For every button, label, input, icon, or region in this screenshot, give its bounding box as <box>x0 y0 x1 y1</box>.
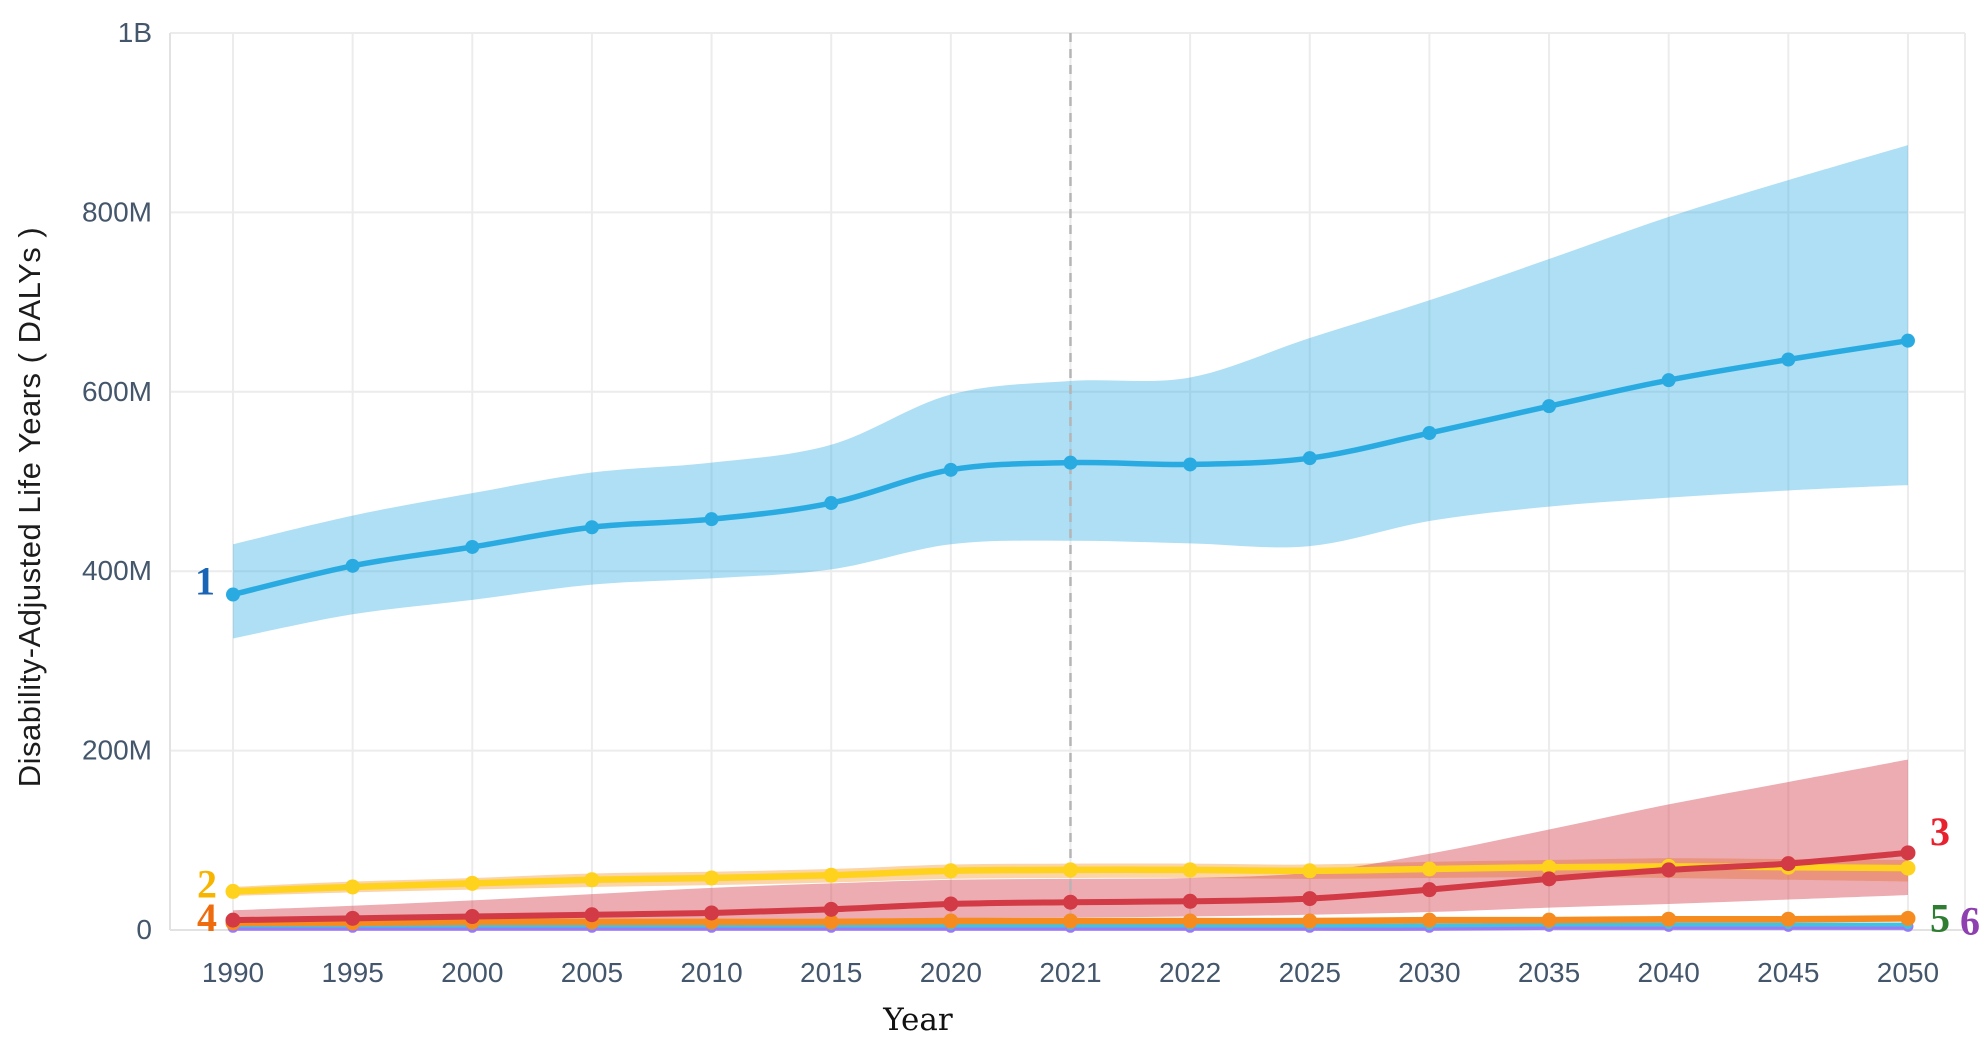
series-2-point <box>1900 860 1916 876</box>
series-3-point <box>704 905 720 921</box>
series-2-point <box>1421 861 1437 877</box>
series-2-point <box>1062 862 1078 878</box>
y-tick-label: 800M <box>82 196 152 227</box>
series-1-points <box>226 333 1915 602</box>
series-4-point <box>1780 911 1796 927</box>
x-tick-label: 2040 <box>1638 957 1700 988</box>
series-2-point <box>464 875 480 891</box>
series-2-point <box>943 863 959 879</box>
x-tick-label: 2050 <box>1877 957 1939 988</box>
x-tick-label: 1995 <box>321 957 383 988</box>
series-3-point <box>1541 871 1557 887</box>
x-axis-title: Year <box>883 1002 953 1038</box>
x-tick-label: 2021 <box>1039 957 1101 988</box>
series-4-point <box>1182 913 1198 929</box>
x-tick-label: 2022 <box>1159 957 1221 988</box>
series-1-point <box>704 512 719 527</box>
series-4-point <box>823 914 839 930</box>
series-1-point <box>1900 333 1915 348</box>
series-1-point <box>1781 352 1796 367</box>
series-2-points <box>225 858 1916 899</box>
x-tick-label: 2045 <box>1757 957 1819 988</box>
series-1-point <box>1063 455 1078 470</box>
x-tick-label: 2000 <box>441 957 503 988</box>
x-tick-label: 2010 <box>680 957 742 988</box>
series-4-point <box>1421 912 1437 928</box>
series-3-point <box>1661 862 1677 878</box>
series-1-point <box>1183 457 1198 472</box>
series-2-point <box>1182 862 1198 878</box>
series-3-point <box>823 901 839 917</box>
series-2-point <box>823 867 839 883</box>
series-6-label: 6 <box>1960 898 1980 943</box>
series-1-point <box>1542 399 1557 414</box>
series-3-point <box>943 896 959 912</box>
y-tick-labels: 0 200M 400M 600M 800M 1B <box>82 17 152 945</box>
series-4-point <box>1302 913 1318 929</box>
series-4-label: 4 <box>197 895 217 940</box>
series-1-point <box>943 462 958 477</box>
series-1-point <box>1661 373 1676 388</box>
series-1-label: 1 <box>195 559 215 604</box>
series-1-point <box>584 520 599 535</box>
x-tick-label: 2035 <box>1518 957 1580 988</box>
x-tick-label: 2030 <box>1398 957 1460 988</box>
series-2-point <box>1541 859 1557 875</box>
series-4-point <box>1900 910 1916 926</box>
series-1-point <box>824 496 839 511</box>
y-tick-label: 400M <box>82 555 152 586</box>
series-3-point <box>464 909 480 925</box>
series-3-point <box>584 907 600 923</box>
series-2-point <box>584 872 600 888</box>
y-tick-label: 1B <box>118 17 152 48</box>
series-4-point <box>943 913 959 929</box>
series-4-point <box>1062 913 1078 929</box>
series-3-label: 3 <box>1930 809 1950 854</box>
series-4-point <box>1661 911 1677 927</box>
x-tick-label: 2005 <box>561 957 623 988</box>
y-axis-title: Disability-Adjusted Life Years ( DALYs ) <box>12 226 47 788</box>
y-tick-label: 200M <box>82 735 152 766</box>
y-tick-label: 0 <box>136 914 152 945</box>
series-3-point <box>1900 845 1916 861</box>
x-tick-label: 2025 <box>1279 957 1341 988</box>
series-5-label: 5 <box>1930 896 1950 941</box>
x-tick-labels: 1990 1995 2000 2005 2010 2015 2020 2021 2022 2025… <box>202 957 1939 988</box>
x-tick-label: 2020 <box>920 957 982 988</box>
series-2-label: 2 <box>197 861 217 906</box>
series-2-point <box>225 883 241 899</box>
series-2-point <box>345 879 361 895</box>
series-1-point <box>226 587 240 602</box>
series-1-point <box>345 558 360 573</box>
series-3-point <box>225 912 241 928</box>
series-3-points <box>225 845 1916 928</box>
series-4-point <box>1541 912 1557 928</box>
series-1-point <box>465 539 480 554</box>
series-1-point <box>1422 426 1437 441</box>
series-3-point <box>1780 856 1796 872</box>
series-3-point <box>1062 894 1078 910</box>
series-3-point <box>345 910 361 926</box>
series-3-point <box>1182 893 1198 909</box>
y-tick-label: 600M <box>82 376 152 407</box>
x-tick-label: 1990 <box>202 957 264 988</box>
series-3-point <box>1421 882 1437 898</box>
series-1-point <box>1302 451 1317 466</box>
series-3-point <box>1302 891 1318 907</box>
x-tick-label: 2015 <box>800 957 862 988</box>
series-2-point <box>704 870 720 886</box>
series-2-point <box>1302 863 1318 879</box>
